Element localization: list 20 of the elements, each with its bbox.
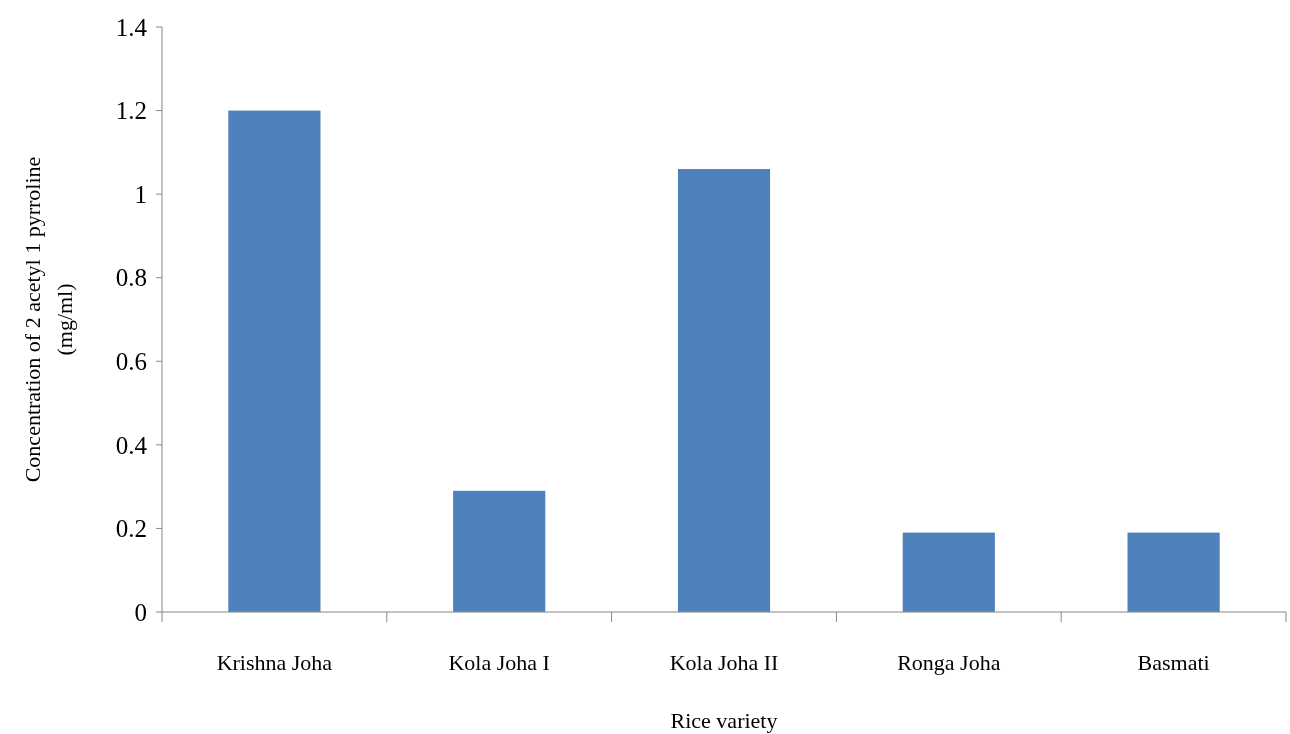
x-axis-title: Rice variety	[670, 708, 778, 733]
x-tick-label: Basmati	[1137, 650, 1210, 675]
y-tick-label: 0	[134, 598, 147, 626]
y-tick-label: 1.4	[115, 13, 148, 41]
x-tick-label: Kola Joha I	[448, 650, 550, 675]
x-tick-label: Kola Joha II	[669, 650, 779, 675]
y-tick-label: 0.4	[115, 431, 148, 459]
y-tick-label: 1.2	[115, 97, 147, 125]
x-tick-label: Ronga Joha	[897, 650, 1001, 675]
y-axis-title: Concentration of 2 acetyl 1 pyrroline (mg/ml)	[20, 156, 77, 483]
bar	[228, 110, 321, 612]
bar	[902, 532, 995, 612]
y-tick-label: 0.6	[115, 348, 147, 376]
bar	[453, 490, 546, 612]
y-tick-label: 1	[134, 180, 147, 208]
y-tick-label: 0.8	[115, 264, 147, 292]
y-tick-label: 0.2	[115, 515, 147, 543]
bar	[1127, 532, 1220, 612]
bar	[677, 169, 771, 612]
x-tick-label: Krishna Joha	[216, 650, 333, 675]
